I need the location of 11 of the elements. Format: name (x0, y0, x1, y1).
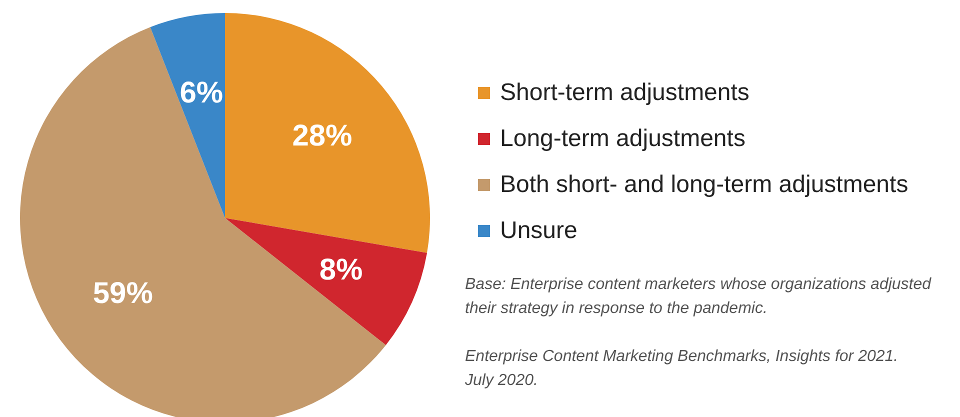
legend-label: Unsure (500, 217, 578, 245)
legend-label: Both short- and long-term adjustments (500, 171, 908, 199)
legend-label: Short-term adjustments (500, 79, 750, 107)
text: July 2020. (465, 371, 539, 391)
legend-label: Long-term adjustments (500, 125, 746, 153)
data-label: 59% (92, 277, 153, 310)
text: Enterprise Content Marketing Benchmarks, Insights for 2021. (465, 347, 900, 367)
data-label: 6% (180, 76, 224, 110)
data-label: 8% (319, 253, 363, 286)
data-label: 28% (292, 120, 352, 153)
text: Base: Enterprise content marketers whose organizations adjusted their strategy in response to the pandemic. (465, 275, 932, 319)
